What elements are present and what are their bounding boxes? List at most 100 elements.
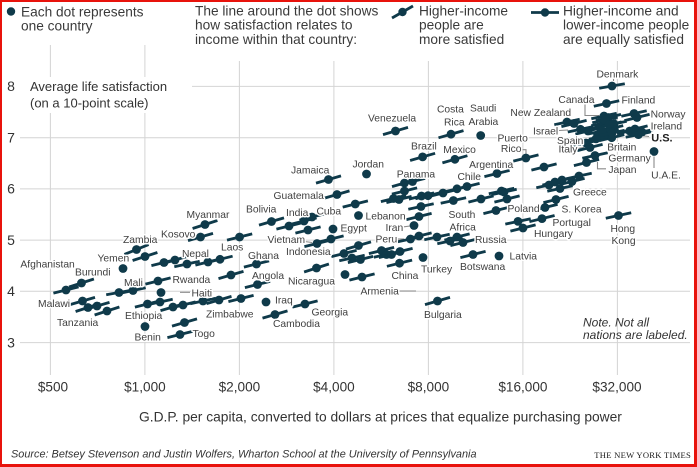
svg-text:Egypt: Egypt	[341, 224, 367, 235]
svg-text:4: 4	[7, 283, 15, 299]
svg-text:Mali: Mali	[124, 278, 143, 289]
svg-text:Haiti: Haiti	[192, 289, 213, 300]
svg-text:Italy: Italy	[559, 145, 579, 156]
svg-text:Vietnam: Vietnam	[268, 235, 306, 246]
svg-text:Ireland: Ireland	[651, 121, 683, 132]
svg-text:Argentina: Argentina	[469, 160, 513, 171]
svg-text:6: 6	[7, 181, 15, 197]
svg-text:Africa: Africa	[450, 223, 477, 234]
svg-text:$2,000: $2,000	[219, 380, 261, 395]
svg-text:U.A.E.: U.A.E.	[651, 171, 681, 182]
svg-text:Jamaica: Jamaica	[291, 166, 330, 177]
svg-text:Turkey: Turkey	[421, 265, 453, 276]
svg-text:$4,000: $4,000	[313, 380, 355, 395]
svg-text:Greece: Greece	[573, 188, 607, 199]
svg-text:THE NEW YORK TIMES: THE NEW YORK TIMES	[594, 450, 691, 460]
svg-text:Laos: Laos	[221, 243, 243, 254]
svg-text:Indonesia: Indonesia	[286, 247, 331, 258]
svg-text:Angola: Angola	[252, 271, 284, 282]
svg-text:S. Korea: S. Korea	[562, 205, 602, 216]
svg-text:nations are labeled.: nations are labeled.	[583, 328, 688, 342]
svg-text:Ethiopia: Ethiopia	[125, 311, 162, 322]
svg-text:how satisfaction relates to: how satisfaction relates to	[195, 18, 353, 33]
svg-text:one country: one country	[21, 19, 93, 34]
svg-text:China: China	[392, 271, 419, 282]
svg-text:income within that country:: income within that country:	[195, 32, 357, 47]
svg-text:Afghanistan: Afghanistan	[20, 260, 75, 271]
svg-text:$1,000: $1,000	[124, 380, 166, 395]
svg-text:Source: Betsey Stevenson and J: Source: Betsey Stevenson and Justin Wolf…	[11, 449, 477, 461]
svg-text:U.S.: U.S.	[651, 133, 672, 145]
svg-text:Puerto: Puerto	[498, 133, 529, 144]
svg-text:Jordan: Jordan	[353, 160, 385, 171]
svg-text:7: 7	[7, 129, 15, 145]
svg-text:Rica: Rica	[444, 118, 465, 129]
svg-text:Germany: Germany	[608, 154, 651, 165]
svg-text:Georgia: Georgia	[312, 308, 349, 319]
svg-text:Armenia: Armenia	[361, 287, 400, 298]
svg-text:South: South	[449, 210, 476, 221]
svg-text:(on a 10-point scale): (on a 10-point scale)	[30, 95, 149, 110]
svg-text:Iran: Iran	[386, 223, 404, 234]
svg-text:Higher-income: Higher-income	[419, 3, 508, 18]
svg-text:Norway: Norway	[651, 110, 687, 121]
svg-text:G.D.P. per capita, converted t: G.D.P. per capita, converted to dollars …	[139, 410, 622, 425]
svg-text:Canada: Canada	[558, 95, 594, 106]
svg-text:Venezuela: Venezuela	[368, 114, 416, 125]
svg-text:Zimbabwe: Zimbabwe	[206, 310, 254, 321]
svg-text:lower-income people: lower-income people	[563, 18, 689, 33]
svg-text:Hong: Hong	[611, 224, 636, 235]
svg-text:3: 3	[7, 334, 15, 350]
svg-text:Portugal: Portugal	[553, 218, 591, 229]
svg-text:India: India	[286, 208, 309, 219]
svg-text:Rwanda: Rwanda	[173, 275, 211, 286]
svg-text:Each dot represents: Each dot represents	[21, 4, 144, 19]
svg-text:Arabia: Arabia	[469, 117, 499, 128]
svg-text:Peru: Peru	[376, 235, 398, 246]
svg-text:Poland: Poland	[508, 204, 540, 215]
svg-text:Zambia: Zambia	[123, 235, 158, 246]
svg-text:Benin: Benin	[135, 333, 162, 344]
svg-text:Costa: Costa	[437, 105, 464, 116]
svg-text:Hungary: Hungary	[534, 229, 574, 240]
svg-text:Tanzania: Tanzania	[57, 318, 98, 329]
svg-text:$8,000: $8,000	[408, 380, 450, 395]
svg-text:$16,000: $16,000	[498, 380, 548, 395]
svg-text:5: 5	[7, 232, 15, 248]
svg-text:$500: $500	[38, 380, 69, 395]
svg-text:Bolivia: Bolivia	[246, 205, 277, 216]
svg-text:are equally satisfied: are equally satisfied	[563, 32, 684, 47]
svg-text:Panama: Panama	[397, 169, 436, 180]
svg-text:Burundi: Burundi	[75, 268, 111, 279]
svg-text:Higher-income and: Higher-income and	[563, 3, 679, 18]
svg-text:people are: people are	[419, 18, 484, 33]
svg-text:Myanmar: Myanmar	[187, 210, 230, 221]
svg-text:$32,000: $32,000	[592, 380, 642, 395]
svg-text:Togo: Togo	[193, 329, 216, 340]
svg-text:Japan: Japan	[608, 165, 636, 176]
svg-text:Israel: Israel	[533, 127, 558, 138]
svg-text:New Zealand: New Zealand	[510, 108, 571, 119]
svg-text:Rico: Rico	[501, 144, 522, 155]
svg-text:Guatemala: Guatemala	[274, 191, 325, 202]
svg-text:Brazil: Brazil	[411, 142, 437, 153]
svg-text:Denmark: Denmark	[597, 70, 640, 81]
svg-text:Chile: Chile	[458, 172, 482, 183]
svg-text:more satisfied: more satisfied	[419, 32, 504, 47]
svg-text:Saudi: Saudi	[470, 104, 496, 115]
svg-text:Average life satisfaction: Average life satisfaction	[30, 79, 167, 94]
svg-text:Britain: Britain	[607, 142, 636, 153]
svg-text:Cambodia: Cambodia	[273, 319, 320, 330]
svg-text:Note. Not all: Note. Not all	[583, 316, 649, 330]
svg-text:Ghana: Ghana	[248, 251, 279, 262]
svg-text:Nepal: Nepal	[182, 249, 209, 260]
svg-text:Yemen: Yemen	[98, 254, 130, 265]
svg-text:Botswana: Botswana	[460, 262, 505, 273]
svg-text:Lebanon: Lebanon	[366, 212, 406, 223]
svg-text:Mexico: Mexico	[443, 145, 476, 156]
svg-text:Malawi: Malawi	[38, 299, 70, 310]
svg-text:Nicaragua: Nicaragua	[288, 277, 335, 288]
svg-text:Kosovo: Kosovo	[161, 230, 196, 241]
svg-text:Russia: Russia	[475, 235, 507, 246]
svg-text:Iraq: Iraq	[275, 296, 293, 307]
